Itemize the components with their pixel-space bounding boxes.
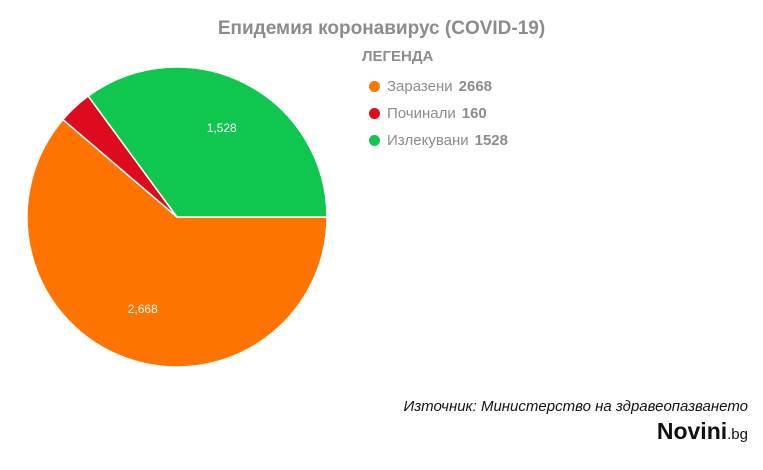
chart-title: Епидемия коронавирус (COVID-19) xyxy=(217,18,546,39)
brand-tld: .bg xyxy=(727,426,748,443)
source-note: Източник: Министерство на здравеопазване… xyxy=(403,398,748,415)
brand-logo: Novini.bg xyxy=(657,418,748,445)
legend-dot-deaths xyxy=(369,108,380,119)
legend-label-deaths: Починали xyxy=(387,105,456,122)
data-label-recovered: 1,528 xyxy=(207,121,237,135)
legend-value-recovered: 1528 xyxy=(474,132,508,149)
pie-slice-infected[interactable] xyxy=(26,118,328,368)
legend-dot-recovered xyxy=(369,135,380,146)
legend-item-infected[interactable]: Заразени 2668 xyxy=(360,73,508,100)
legend-title: ЛЕГЕНДА xyxy=(362,48,434,65)
legend-item-deaths[interactable]: Починали 160 xyxy=(360,100,508,127)
pie-slice-recovered[interactable] xyxy=(87,66,328,218)
legend-dot-infected xyxy=(369,81,380,92)
legend-value-infected: 2668 xyxy=(458,78,493,95)
legend-label-infected: Заразени xyxy=(387,78,453,95)
legend-label-recovered: Излекувани xyxy=(387,132,469,149)
legend-item-recovered[interactable]: Излекувани 1528 xyxy=(360,127,508,154)
brand-name: Novini xyxy=(656,418,728,444)
legend: ЛЕГЕНДА Заразени 2668 Починали 160 Излек… xyxy=(360,48,508,154)
legend-value-deaths: 160 xyxy=(461,105,487,122)
data-label-infected: 2,668 xyxy=(128,302,158,316)
